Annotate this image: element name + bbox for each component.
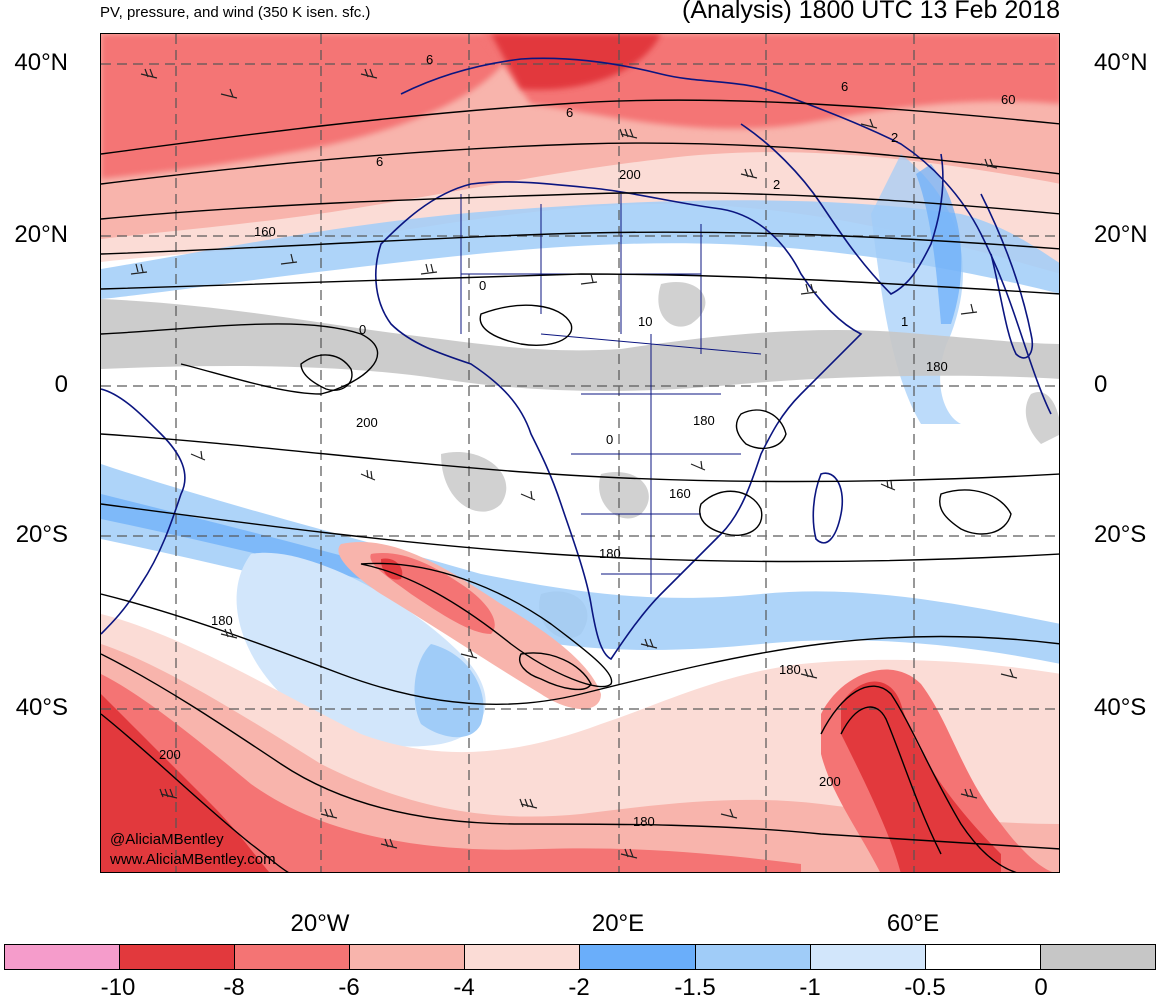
colorbar-segment: [810, 945, 926, 969]
colorbar-segment: [465, 945, 581, 969]
contour-label: 160: [254, 224, 276, 239]
map-canvas: 6 6 6 6 60 2 2 200 160 0 0 10 1 180 200 …: [101, 34, 1059, 872]
contour-label: 200: [356, 415, 378, 430]
pv-band-north-strong: [101, 34, 521, 179]
pressure-contours: [101, 99, 1059, 872]
contour-label: 160: [669, 486, 691, 501]
contour-label: 2: [891, 130, 898, 145]
colorbar-segment: [120, 945, 236, 969]
contour-label: 0: [479, 278, 486, 293]
colorbar-label: -1.5: [674, 974, 716, 1001]
contour-label: 0: [606, 432, 613, 447]
lon-label: 20°W: [290, 910, 350, 937]
lon-label: 20°E: [591, 910, 645, 937]
colorbar-segment: [5, 945, 121, 969]
colorbar-label: -10: [100, 974, 136, 1001]
pv-southwest-blue-core: [414, 644, 484, 738]
colorbar-segment: [235, 945, 351, 969]
africa-coastline: [375, 181, 863, 661]
colorbar: [4, 944, 1156, 970]
credit-handle: @AliciaMBentley: [110, 831, 224, 848]
pv-band-north-blue: [101, 200, 1059, 299]
pv-band-south-blue: [101, 464, 1059, 664]
europe-middle-east-coast: [400, 57, 1052, 415]
lat-label-right: 0: [1094, 371, 1108, 398]
contour-label: 6: [841, 79, 848, 94]
contour-label: 6: [426, 52, 433, 67]
colorbar-label: -2: [568, 974, 590, 1001]
colorbar-label: -0.5: [904, 974, 946, 1001]
contour-label: 6: [566, 105, 573, 120]
map-subtitle: PV, pressure, and wind (350 K isen. sfc.…: [100, 4, 371, 21]
lat-label-right: 40°S: [1094, 694, 1147, 721]
lat-label-left: 20°N: [14, 221, 68, 248]
colorbar-segment: [580, 945, 696, 969]
contour-label: 180: [599, 546, 621, 561]
lon-label: 60°E: [886, 910, 940, 937]
colorbar-segment: [695, 945, 811, 969]
pv-band-north-core: [491, 34, 661, 90]
contour-label: 180: [211, 613, 233, 628]
contour-label: 180: [926, 359, 948, 374]
contour-label: 10: [638, 314, 652, 329]
contour-label: 180: [633, 814, 655, 829]
lat-label-right: 20°S: [1094, 521, 1147, 548]
lat-label-left: 40°S: [15, 694, 68, 721]
arabia-coast: [740, 123, 944, 295]
wind-barbs: [130, 68, 1018, 859]
colorbar-label: -4: [453, 974, 475, 1001]
pv-shading: [101, 34, 1059, 872]
lat-label-left: 20°S: [15, 521, 68, 548]
contour-label: 1: [901, 314, 908, 329]
contour-label: 200: [819, 774, 841, 789]
contour-label: 6: [376, 154, 383, 169]
colorbar-segment: [925, 945, 1041, 969]
contour-label: 200: [619, 167, 641, 182]
pv-band-south-strong: [101, 674, 801, 872]
map-title: (Analysis) 1800 UTC 13 Feb 2018: [682, 0, 1060, 24]
colorbar-label: -6: [338, 974, 360, 1001]
colorbar-label: 0: [1034, 974, 1048, 1001]
contour-label: 2: [773, 177, 780, 192]
credit-website: www.AliciaMBentley.com: [110, 851, 276, 868]
contour-label: 200: [159, 747, 181, 762]
south-america-coast: [101, 388, 186, 635]
pv-zero-gray-band: [101, 299, 1059, 391]
colorbar-segment: [1040, 945, 1155, 969]
india-coast: [980, 193, 1034, 359]
map-panel: 6 6 6 6 60 2 2 200 160 0 0 10 1 180 200 …: [100, 33, 1060, 873]
colorbar-segment: [350, 945, 466, 969]
madagascar-coast: [812, 472, 843, 544]
contour-label: 0: [359, 322, 366, 337]
lat-label-right: 40°N: [1094, 49, 1148, 76]
colorbar-label: -8: [223, 974, 245, 1001]
pv-band-south-core-west: [101, 694, 270, 872]
lat-label-left: 40°N: [14, 49, 68, 76]
contour-label: 60: [1001, 92, 1015, 107]
pv-band-south-mid: [101, 644, 1059, 872]
coastlines: [101, 57, 1052, 661]
contour-label: 180: [693, 413, 715, 428]
contour-label: 180: [779, 662, 801, 677]
lat-label-right: 20°N: [1094, 221, 1148, 248]
lat-label-left: 0: [54, 371, 68, 398]
colorbar-label: -1: [799, 974, 821, 1001]
contour-labels: 6 6 6 6 60 2 2 200 160 0 0 10 1 180 200 …: [159, 52, 1015, 829]
